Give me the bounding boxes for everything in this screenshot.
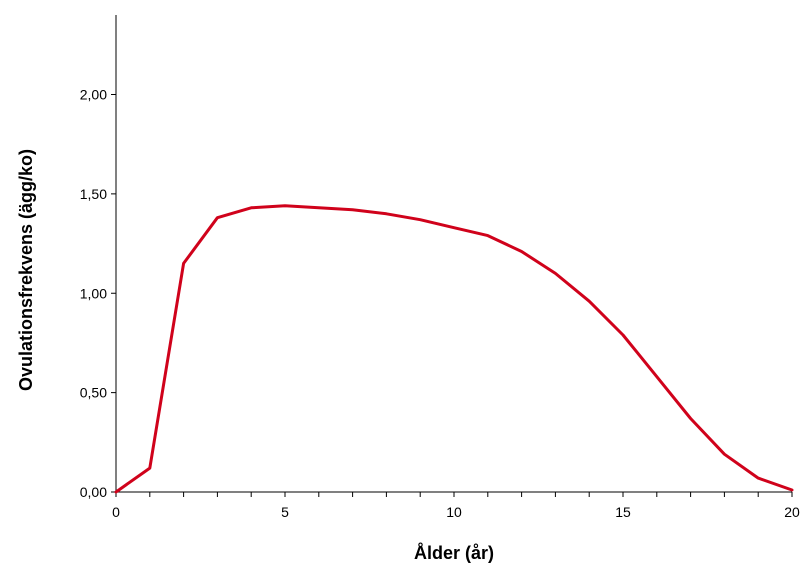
data-point [588,300,590,303]
data-point [182,262,185,265]
data-point [622,334,624,336]
x-tick-label: 20 [784,504,800,520]
x-axis: 0 5 10 15 20 [112,491,800,520]
data-point [757,477,759,479]
data-point [318,206,320,209]
data-point [385,212,388,215]
data-point [554,272,557,275]
data-point [689,417,692,420]
y-axis: 0,00 0,50 1,00 1,50 2,00 [80,15,117,500]
data-point [487,234,489,237]
y-tick-label: 1,50 [80,186,107,202]
data-point [216,216,219,219]
data-point [250,206,252,209]
data-point [351,208,354,211]
data-point [284,205,286,207]
y-tick-label: 2,00 [80,87,107,103]
data-point [723,453,726,456]
data-point [520,250,523,253]
data-point [419,218,422,221]
y-axis-title: Ovulationsfrekvens (ägg/ko) [16,149,36,391]
y-tick-label: 0,50 [80,385,107,401]
x-tick-label: 5 [281,504,289,520]
data-point [453,226,455,229]
x-tick-label: 15 [615,504,631,520]
data-point [115,491,117,493]
y-tick-label: 1,00 [80,285,107,301]
data-point [791,489,793,491]
x-tick-label: 0 [112,504,120,520]
data-point [656,375,658,378]
x-axis-title: Ålder (år) [414,543,494,563]
series-group [114,204,794,494]
y-tick-label: 0,00 [80,484,107,500]
x-tick-label: 10 [446,504,462,520]
series-line [114,204,794,494]
data-point [149,467,151,469]
